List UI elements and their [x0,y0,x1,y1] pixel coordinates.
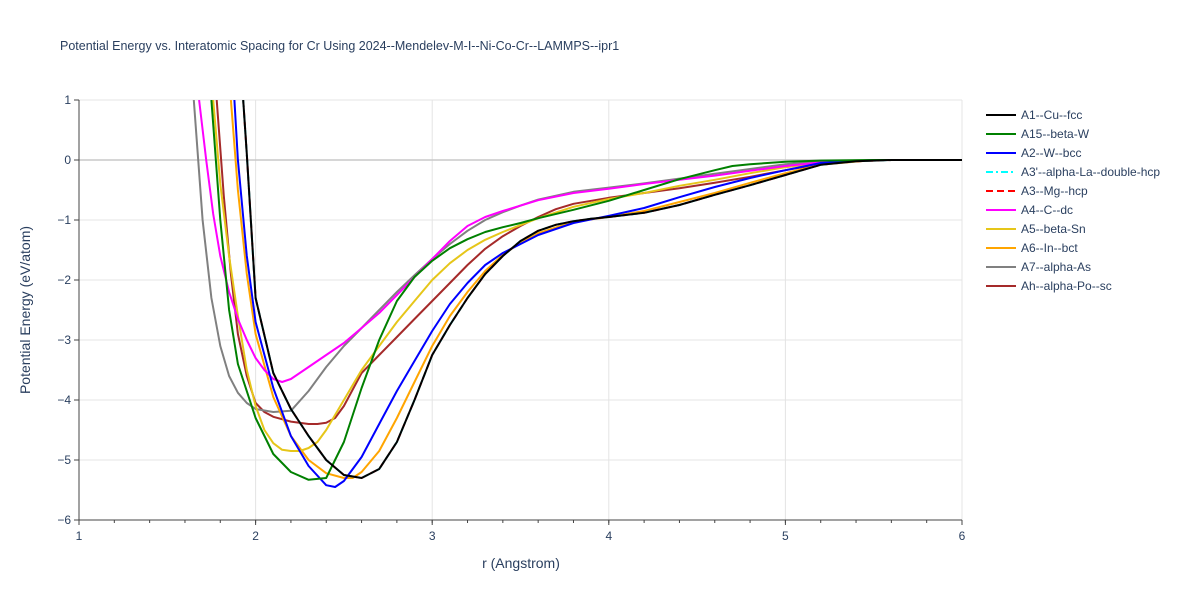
legend-item[interactable]: Ah--alpha-Po--sc [986,279,1112,293]
legend-label: A15--beta-W [1021,127,1090,141]
x-tick-label: 6 [959,529,966,543]
series-line-A2--W--bcc [233,100,962,488]
legend-item[interactable]: A7--alpha-As [986,260,1091,274]
series-line-A4--C--dc [198,100,962,383]
y-axis-label: Potential Energy (eV/atom) [17,226,33,394]
legend-label: Ah--alpha-Po--sc [1021,279,1112,293]
legend-item[interactable]: A6--In--bct [986,241,1078,255]
x-tick-label: 3 [429,529,436,543]
chart-title: Potential Energy vs. Interatomic Spacing… [60,39,619,53]
legend-label: A3--Mg--hcp [1021,184,1088,198]
legend-label: A2--W--bcc [1021,146,1081,160]
legend-label: A4--C--dc [1021,203,1073,217]
legend[interactable]: A1--Cu--fcc A15--beta-W A2--W--bcc A3'--alp… [986,108,1160,293]
plot-area [192,100,962,488]
x-tick-label: 4 [605,529,612,543]
legend-item[interactable]: A3'--alpha-La--double-hcp [986,165,1160,179]
legend-item[interactable]: A4--C--dc [986,203,1073,217]
legend-label: A7--alpha-As [1021,260,1091,274]
legend-label: A6--In--bct [1021,241,1078,255]
grid-lines [79,99,963,520]
x-tick-label: 1 [76,529,83,543]
y-tick-label: −5 [57,453,71,467]
y-tick-label: 1 [64,93,71,107]
legend-item[interactable]: A5--beta-Sn [986,222,1086,236]
legend-item[interactable]: A1--Cu--fcc [986,108,1082,122]
y-tick-label: −6 [57,513,71,527]
legend-label: A3'--alpha-La--double-hcp [1021,165,1160,179]
series-line-A5--beta-Sn [212,100,962,452]
y-tick-label: −4 [57,393,71,407]
series-line-A1--Cu--fcc [242,100,962,479]
legend-item[interactable]: A3--Mg--hcp [986,184,1088,198]
legend-label: A5--beta-Sn [1021,222,1086,236]
x-axis-label: r (Angstrom) [482,555,560,571]
axes: 1 2 3 4 5 6 −6 −5 −4 −3 −2 −1 0 1 [57,93,965,543]
legend-item[interactable]: A15--beta-W [986,127,1090,141]
y-tick-label: −1 [57,213,71,227]
y-tick-label: 0 [64,153,71,167]
y-tick-label: −3 [57,333,71,347]
series-line-Ah--alpha-Po--sc [215,100,962,425]
series-line-A15--beta-W [210,100,962,481]
y-tick-label: −2 [57,273,71,287]
x-tick-label: 5 [782,529,789,543]
legend-label: A1--Cu--fcc [1021,108,1082,122]
series-line-A7--alpha-As [192,100,962,413]
legend-item[interactable]: A2--W--bcc [986,146,1081,160]
x-tick-label: 2 [252,529,259,543]
series-line-A6--In--bct [229,100,962,479]
